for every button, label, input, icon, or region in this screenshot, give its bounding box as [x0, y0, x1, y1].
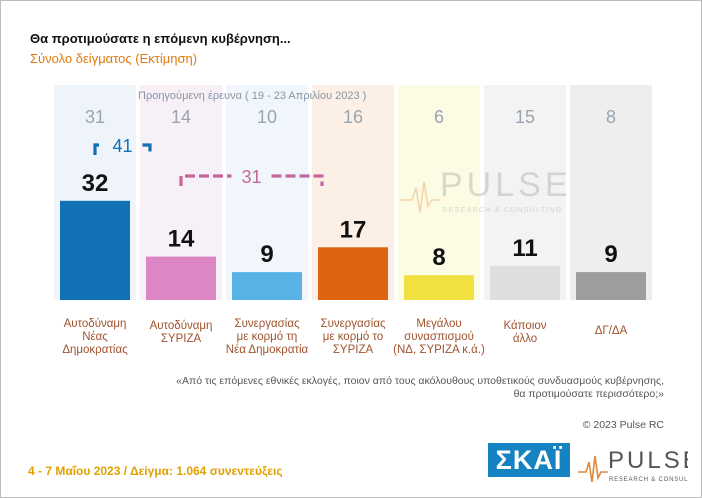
- category-label-line: με κορμό τη: [236, 331, 298, 343]
- category-label-line: ΣΥΡΙΖΑ: [160, 333, 202, 345]
- category-label-line: Μεγάλου: [416, 318, 462, 330]
- chart-title: Θα προτιμούσατε η επόμενη κυβέρνηση...: [30, 31, 291, 46]
- bar: [490, 265, 560, 300]
- category-label: Αυτοδύναμη ΣΥΡΙΖΑ: [135, 320, 227, 346]
- bar: [232, 272, 302, 300]
- pulse-logo: PULSE RESEARCH & CONSULTING: [578, 447, 688, 483]
- bar: [60, 200, 130, 300]
- previous-value-label: 14: [171, 107, 191, 127]
- column-background: [226, 85, 308, 300]
- bar: [404, 275, 474, 300]
- previous-survey-label: Προηγούμενη έρευνα ( 19 - 23 Απριλίου 20…: [138, 90, 367, 102]
- bar-value-label: 32: [82, 170, 109, 197]
- bracket-sum-label: 31: [241, 167, 261, 187]
- category-label-line: Δημοκρατίας: [62, 344, 128, 356]
- pulse-logo-subtext: RESEARCH & CONSULTING: [609, 477, 688, 483]
- category-label-line: Συνεργασίας: [320, 318, 386, 330]
- bracket-sum-label: 41: [112, 136, 132, 156]
- previous-value-label: 6: [434, 107, 444, 127]
- category-label-line: Νέα Δημοκρατία: [225, 344, 309, 356]
- bracket-line-left: [179, 174, 232, 186]
- category-label-line: με κορμό το: [322, 331, 384, 343]
- bracket-line-right: [271, 174, 324, 186]
- category-label-line: Νέας: [82, 331, 108, 343]
- bar: [576, 272, 646, 300]
- survey-question-line-1: «Από τις επόμενες εθνικές εκλογές, ποιον…: [176, 375, 664, 387]
- column-background: [398, 85, 480, 300]
- category-label-line: άλλο: [512, 333, 538, 345]
- category-label-line: ΣΥΡΙΖΑ: [332, 344, 374, 356]
- watermark-subtext: RESEARCH & CONSULTING: [442, 205, 562, 214]
- bar: [146, 256, 216, 300]
- survey-question-line-2: θα προτιμούσατε περισσότερο;»: [513, 388, 664, 400]
- watermark-text: PULSE: [440, 166, 572, 204]
- category-label-line: Συνεργασίας: [234, 318, 300, 330]
- column-background: [570, 85, 652, 300]
- bar-value-label: 11: [512, 235, 537, 262]
- previous-value-label: 10: [257, 107, 277, 127]
- previous-value-label: 16: [343, 107, 363, 127]
- pulse-logo-text: PULSE: [608, 447, 688, 474]
- previous-value-label: 8: [606, 107, 616, 127]
- previous-value-label: 31: [85, 107, 105, 127]
- skai-logo: ΣΚΑΪ: [488, 443, 570, 477]
- category-label-line: Κάποιον: [503, 320, 547, 332]
- fieldwork-info: 4 - 7 Μαΐου 2023 / Δείγμα: 1.064 συνεντε…: [28, 464, 283, 478]
- category-label: Συνεργασίας με κορμό το ΣΥΡΙΖΑ: [307, 318, 399, 357]
- column-background: [484, 85, 566, 300]
- bar: [318, 247, 388, 300]
- bar-value-label: 17: [340, 216, 367, 243]
- bar-value-label: 9: [260, 241, 273, 268]
- category-label-line: Αυτοδύναμη: [63, 318, 127, 330]
- category-label: Συνεργασίας με κορμό τη Νέα Δημοκρατία: [221, 318, 313, 357]
- category-label: ΔΓ/ΔΑ: [565, 325, 657, 338]
- category-label: Αυτοδύναμη Νέας Δημοκρατίας: [49, 318, 141, 357]
- pulse-watermark: PULSE RESEARCH & CONSULTING: [400, 166, 572, 214]
- category-label-line: (ΝΔ, ΣΥΡΙΖΑ κ.ά.): [393, 344, 485, 356]
- bar-value-label: 14: [168, 226, 195, 253]
- previous-value-label: 15: [515, 107, 535, 127]
- bracket-line-right: [142, 143, 152, 155]
- chart-subtitle: Σύνολο δείγματος (Εκτίμηση): [30, 51, 198, 66]
- category-label: Κάποιον άλλο: [479, 320, 571, 346]
- category-label: Μεγάλου συνασπισμού (ΝΔ, ΣΥΡΙΖΑ κ.ά.): [393, 318, 485, 357]
- bar-value-label: 8: [432, 244, 445, 271]
- category-label-line: ΔΓ/ΔΑ: [594, 325, 628, 337]
- bracket-line-left: [93, 143, 103, 155]
- category-label-line: Αυτοδύναμη: [149, 320, 213, 332]
- survey-question: «Από τις επόμενες εθνικές εκλογές, ποιον…: [64, 375, 664, 401]
- category-label-line: συνασπισμού: [404, 331, 474, 343]
- copyright: © 2023 Pulse RC: [582, 419, 664, 431]
- bar-value-label: 9: [604, 241, 617, 268]
